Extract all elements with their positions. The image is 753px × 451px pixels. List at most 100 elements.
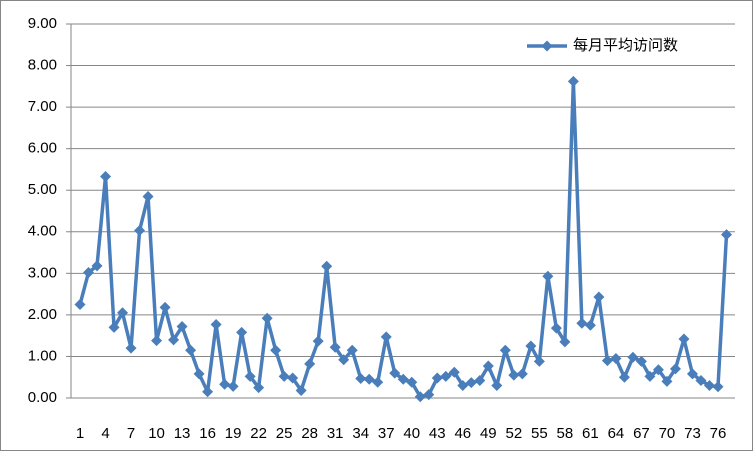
y-tick-label: 7.00 — [28, 98, 57, 115]
data-point — [686, 368, 698, 380]
data-point — [168, 334, 180, 346]
x-tick-label: 31 — [327, 425, 344, 442]
y-tick-label: 5.00 — [28, 181, 57, 198]
data-point — [338, 354, 350, 366]
legend-marker — [541, 40, 553, 52]
x-tick-label: 37 — [378, 425, 395, 442]
data-point — [91, 260, 103, 272]
data-point — [253, 382, 265, 394]
data-point — [652, 364, 664, 376]
data-point — [355, 372, 367, 384]
data-point — [389, 367, 401, 379]
data-point — [720, 229, 732, 241]
data-point — [202, 386, 214, 398]
x-tick-label: 70 — [659, 425, 676, 442]
x-tick-label: 73 — [684, 425, 701, 442]
data-point — [142, 190, 154, 202]
data-point — [151, 335, 163, 347]
data-point — [134, 225, 146, 237]
data-point — [287, 372, 299, 384]
data-point — [236, 326, 248, 338]
data-point — [321, 260, 333, 272]
data-point — [678, 333, 690, 345]
legend-label: 每月平均访问数 — [573, 37, 678, 54]
data-point — [346, 344, 358, 356]
data-point — [550, 322, 562, 334]
x-tick-label: 10 — [148, 425, 165, 442]
data-point — [559, 336, 571, 348]
data-point — [193, 368, 205, 380]
data-point — [465, 377, 477, 389]
data-point — [499, 344, 511, 356]
data-point — [372, 376, 384, 388]
data-point — [159, 301, 171, 313]
x-tick-label: 58 — [557, 425, 574, 442]
data-point — [74, 299, 86, 310]
x-tick-label: 19 — [225, 425, 242, 442]
x-tick-label: 55 — [531, 425, 548, 442]
x-tick-label: 4 — [101, 425, 109, 442]
data-point — [278, 370, 290, 382]
y-tick-label: 1.00 — [28, 347, 57, 364]
y-tick-label: 8.00 — [28, 57, 57, 74]
data-point — [176, 321, 188, 333]
data-point — [406, 376, 418, 388]
data-point — [261, 312, 273, 324]
data-point — [712, 381, 724, 393]
data-point — [448, 366, 460, 378]
x-tick-label: 7 — [127, 425, 135, 442]
x-tick-label: 1 — [76, 425, 84, 442]
data-point — [423, 389, 435, 401]
x-tick-label: 64 — [608, 425, 625, 442]
data-point — [380, 331, 392, 343]
data-point — [295, 385, 307, 397]
data-point — [210, 318, 222, 330]
x-tick-label: 61 — [582, 425, 599, 442]
x-tick-label: 34 — [352, 425, 369, 442]
x-tick-label: 16 — [199, 425, 216, 442]
data-point — [397, 373, 409, 385]
y-tick-label: 2.00 — [28, 306, 57, 323]
x-tick-label: 40 — [403, 425, 420, 442]
data-point — [312, 335, 324, 347]
data-point — [125, 342, 137, 354]
data-point — [482, 360, 494, 372]
data-point — [440, 370, 452, 382]
data-point — [363, 373, 375, 385]
data-point — [474, 375, 486, 387]
data-point — [610, 353, 622, 365]
y-tick-label: 4.00 — [28, 223, 57, 240]
x-tick-label: 28 — [301, 425, 318, 442]
data-point — [525, 340, 537, 352]
y-tick-label: 9.00 — [28, 15, 57, 32]
data-point — [695, 375, 707, 387]
data-point — [100, 171, 112, 183]
data-point — [601, 355, 613, 367]
data-point — [669, 363, 681, 375]
x-tick-label: 49 — [480, 425, 497, 442]
data-point — [703, 380, 715, 392]
data-point — [304, 358, 316, 370]
data-point — [576, 317, 588, 329]
data-point — [431, 372, 443, 384]
data-point — [108, 321, 120, 333]
data-point — [219, 378, 231, 390]
data-point — [508, 369, 520, 381]
data-point — [270, 344, 282, 356]
data-point — [584, 319, 596, 331]
data-point — [414, 391, 426, 403]
data-point — [329, 341, 341, 353]
data-point — [117, 307, 129, 319]
y-tick-label: 6.00 — [28, 140, 57, 157]
data-point — [227, 380, 239, 392]
data-point — [635, 355, 647, 367]
data-point — [593, 291, 605, 303]
data-point — [644, 370, 656, 382]
x-tick-label: 25 — [276, 425, 293, 442]
data-point — [533, 355, 545, 367]
data-point — [185, 344, 197, 356]
data-point — [661, 375, 673, 387]
y-tick-label: 3.00 — [28, 264, 57, 281]
x-tick-label: 76 — [710, 425, 727, 442]
